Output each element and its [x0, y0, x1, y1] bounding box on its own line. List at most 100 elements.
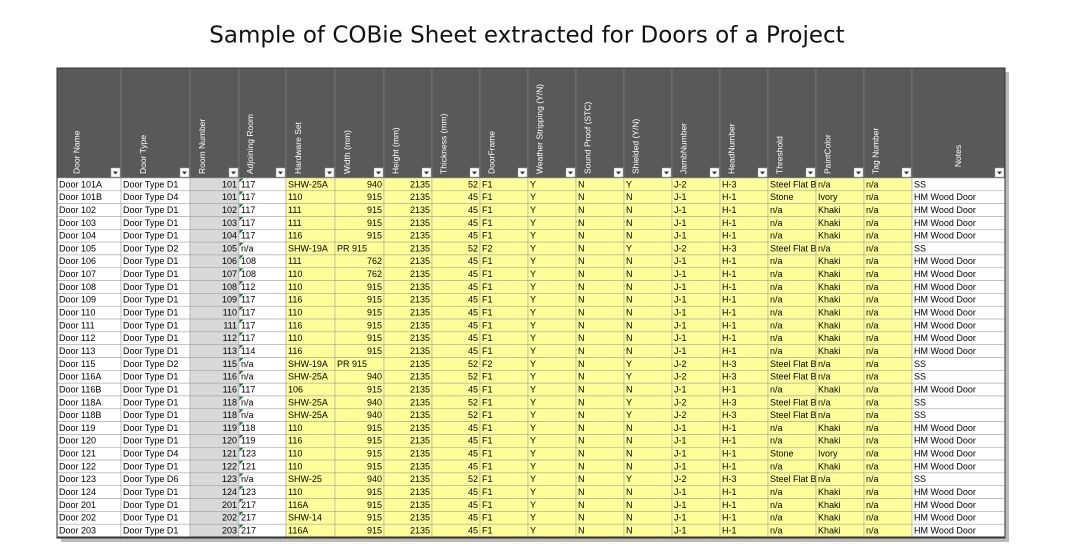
- cell-text: n/a: [866, 423, 879, 433]
- cell-text: n/a: [866, 487, 879, 497]
- cell-text: n/a: [866, 308, 879, 318]
- cell-text: n/a: [818, 359, 831, 369]
- cell-text: 123: [241, 449, 256, 459]
- cell-text: N: [578, 256, 585, 266]
- cell-text: Door Type D1: [123, 256, 178, 266]
- cell-text: 2135: [410, 384, 430, 394]
- cell-text: n/a: [866, 410, 879, 420]
- cell-text: n/a: [770, 487, 783, 497]
- cell-text: HM Wood Door: [914, 256, 976, 266]
- cell-text: 52: [468, 359, 478, 369]
- cell-flag: [239, 332, 244, 337]
- cell-text: n/a: [866, 359, 879, 369]
- cell-text: Door Type D4: [123, 192, 178, 202]
- cell-text: J-2: [674, 359, 687, 369]
- cell-text: 102: [222, 205, 237, 215]
- cell-text: n/a: [866, 461, 879, 471]
- cell-text: n/a: [866, 218, 879, 228]
- cell-text: Y: [530, 256, 536, 266]
- cell-text: 108: [222, 282, 237, 292]
- cell-text: J-2: [674, 474, 687, 484]
- cell-text: F1: [482, 474, 493, 484]
- cell-text: N: [578, 269, 585, 279]
- cell-text: Y: [626, 410, 632, 420]
- cell-text: N: [578, 487, 585, 497]
- header-cell: [815, 67, 865, 179]
- cell-text: SS: [914, 397, 926, 407]
- cell-text: n/a: [770, 513, 783, 523]
- cell-text: J-1: [674, 487, 687, 497]
- filter-arrow: [424, 171, 429, 175]
- cell-text: H-1: [722, 487, 737, 497]
- cell-text: N: [578, 372, 585, 382]
- cell-text: 116: [288, 436, 302, 446]
- cell-text: 217: [241, 525, 256, 535]
- cell-text: n/a: [818, 397, 831, 407]
- cell-text: n/a: [866, 282, 879, 292]
- header-label: JambNumber: [678, 123, 688, 174]
- cell-text: Door Type D1: [123, 525, 178, 535]
- cell-text: 45: [468, 320, 478, 330]
- cell-text: F1: [482, 269, 493, 279]
- cell-flag: [239, 499, 244, 504]
- cell-text: H-3: [722, 359, 737, 369]
- cell-text: H-1: [722, 346, 737, 356]
- header-label: Weather Stripping (Y/N): [534, 84, 544, 174]
- cell-text: 940: [367, 372, 382, 382]
- cell-text: 2135: [410, 397, 430, 407]
- cell-text: Y: [530, 192, 536, 202]
- cell-text: 52: [468, 372, 478, 382]
- cell-text: n/a: [770, 423, 783, 433]
- cell-text: Y: [530, 269, 536, 279]
- cell-text: N: [578, 192, 585, 202]
- cell-text: H-1: [722, 500, 737, 510]
- cell-text: n/a: [866, 205, 879, 215]
- cell-text: Y: [626, 474, 632, 484]
- cell-text: 201: [222, 500, 237, 510]
- header-label: Room Number: [197, 119, 207, 174]
- cell-text: 116: [223, 384, 237, 394]
- cell-text: 117: [241, 295, 255, 305]
- cell-text: 203: [222, 525, 237, 535]
- cell-text: H-1: [722, 436, 737, 446]
- cell-text: F2: [482, 359, 493, 369]
- cell-text: 2135: [410, 243, 430, 253]
- cell-text: 915: [367, 308, 382, 318]
- cell-text: Steel Flat Ba: [770, 372, 822, 382]
- cell-text: n/a: [770, 461, 783, 471]
- cell-text: 915: [367, 384, 382, 394]
- header-label: Sound Proof (STC): [582, 102, 592, 174]
- cell-text: SHW-25A: [288, 410, 328, 420]
- cell-text: H-3: [722, 397, 737, 407]
- cell-text: HM Wood Door: [914, 423, 976, 433]
- cell-text: Y: [530, 410, 536, 420]
- cell-text: 107: [222, 269, 237, 279]
- cell-text: F1: [482, 410, 493, 420]
- cell-text: 915: [367, 513, 382, 523]
- cell-text: N: [578, 359, 585, 369]
- cell-text: Y: [626, 243, 632, 253]
- cell-text: H-1: [722, 256, 737, 266]
- cell-text: 45: [468, 256, 478, 266]
- cell-text: Y: [530, 231, 536, 241]
- cell-text: 915: [367, 487, 382, 497]
- cell-flag: [239, 383, 244, 388]
- cell-text: N: [578, 333, 585, 343]
- cell-text: 45: [468, 436, 478, 446]
- cell-text: 915: [367, 295, 382, 305]
- cell-text: Door 112: [59, 333, 95, 343]
- cell-text: Door Type D1: [123, 346, 178, 356]
- cell-text: F1: [482, 397, 493, 407]
- cell-text: SHW-25A: [288, 397, 328, 407]
- cell-text: H-3: [722, 474, 737, 484]
- cell-text: HM Wood Door: [914, 525, 976, 535]
- cell-text: SS: [914, 243, 926, 253]
- cell-text: Door 116A: [59, 372, 101, 382]
- header-cell: [479, 67, 529, 179]
- cell-text: Door 101B: [59, 192, 102, 202]
- cell-text: J-1: [674, 256, 687, 266]
- cell-text: Khaki: [818, 346, 841, 356]
- cell-text: Door Type D1: [123, 487, 178, 497]
- cell-text: 2135: [410, 423, 430, 433]
- header-cell: [863, 67, 913, 179]
